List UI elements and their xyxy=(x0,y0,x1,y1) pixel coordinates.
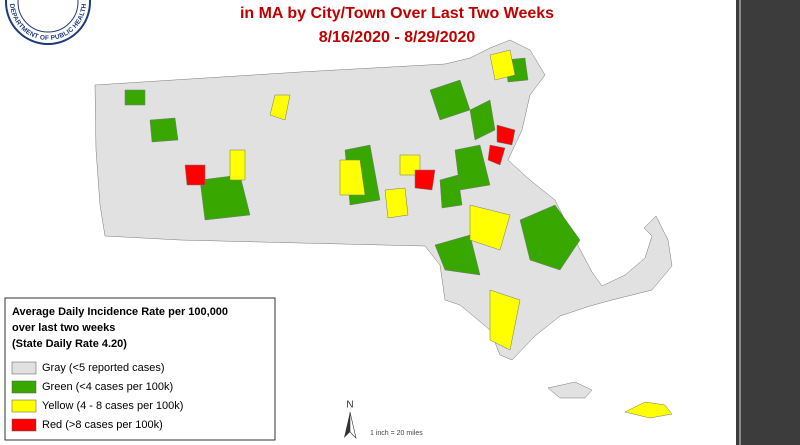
legend-swatch xyxy=(11,399,37,413)
side-divider xyxy=(739,0,741,445)
town xyxy=(124,89,146,106)
town xyxy=(489,289,521,351)
date-range: 8/16/2020 - 8/29/2020 xyxy=(319,29,476,46)
town xyxy=(339,159,366,196)
legend-label: Yellow (4 - 8 cases per 100k) xyxy=(42,400,183,412)
north-arrow: N xyxy=(344,400,357,439)
marthas-vineyard xyxy=(547,381,593,399)
legend-swatch xyxy=(11,361,37,375)
town xyxy=(496,124,516,146)
legend-swatch xyxy=(11,380,37,394)
legend-title: (State Daily Rate 4.20) xyxy=(12,338,127,350)
town xyxy=(384,187,409,219)
legend-swatch xyxy=(11,418,37,432)
legend-label: Red (>8 cases per 100k) xyxy=(42,419,163,431)
map-title: in MA by City/Town Over Last Two Weeks xyxy=(240,5,554,22)
nantucket xyxy=(624,401,673,419)
legend-label: Gray (<5 reported cases) xyxy=(42,362,165,374)
legend: Average Daily Incidence Rate per 100,000… xyxy=(4,297,276,441)
town xyxy=(439,174,463,209)
town xyxy=(229,149,246,181)
legend-title: Average Daily Incidence Rate per 100,000 xyxy=(12,306,228,318)
legend-box xyxy=(4,297,276,441)
town xyxy=(469,99,496,141)
town xyxy=(519,204,581,271)
town xyxy=(487,144,506,166)
town xyxy=(199,174,251,221)
legend-label: Green (<4 cases per 100k) xyxy=(42,381,173,393)
scale-text: 1 inch = 20 miles xyxy=(370,430,423,437)
side-strip xyxy=(736,0,800,445)
town xyxy=(414,169,436,191)
town xyxy=(469,204,511,251)
town xyxy=(434,234,481,276)
state-outline xyxy=(94,39,673,361)
legend-title: over last two weeks xyxy=(12,322,115,334)
town xyxy=(149,117,179,143)
north-label: N xyxy=(346,400,353,411)
town xyxy=(269,94,291,121)
town xyxy=(184,164,206,186)
town xyxy=(489,49,516,81)
